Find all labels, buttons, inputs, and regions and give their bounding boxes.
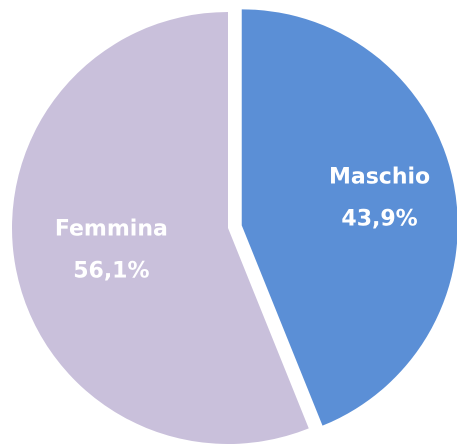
slice-value-label: 56,1% (73, 259, 149, 284)
slice-label: Femmina (55, 217, 168, 242)
slice-value-label: 43,9% (341, 207, 417, 232)
slice-label: Maschio (329, 165, 430, 190)
pie-slice (241, 9, 457, 426)
pie-slice (12, 12, 309, 444)
